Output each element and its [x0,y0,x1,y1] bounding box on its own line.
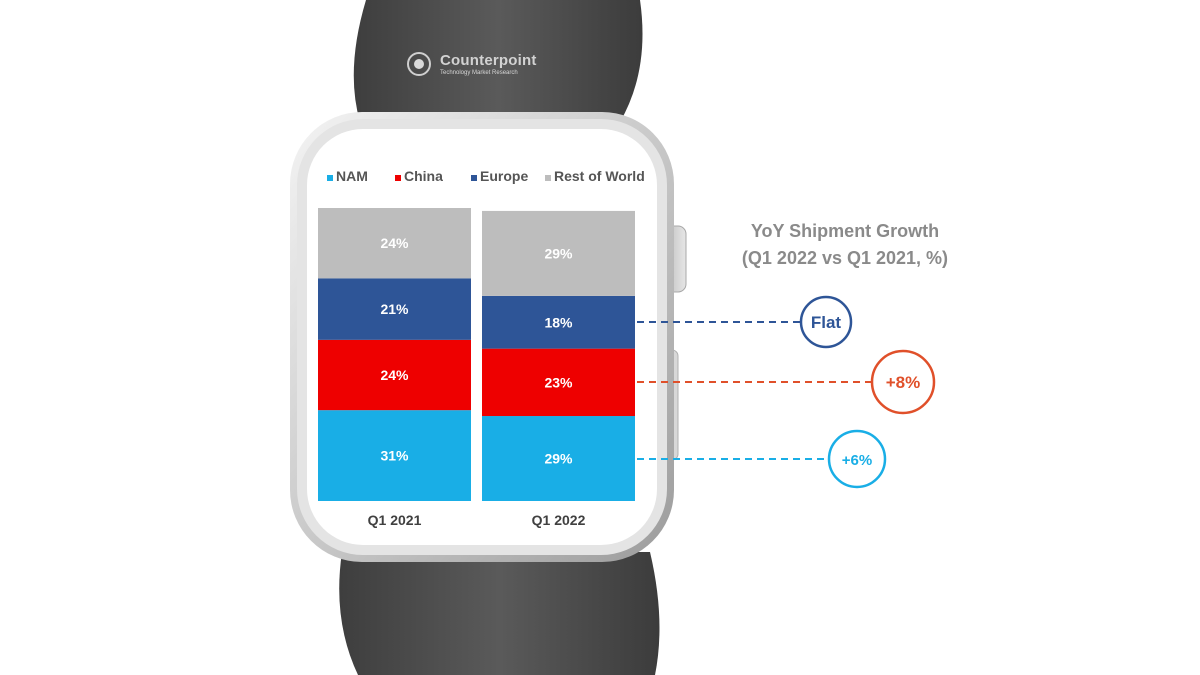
legend-label-nam: NAM [336,168,368,184]
growth-value-china: +8% [886,373,921,392]
x-tick-label-q1-2021: Q1 2021 [368,512,422,528]
growth-badge-europe [799,295,853,349]
growth-badge-china [870,349,936,415]
x-tick-label-q1-2022: Q1 2022 [532,512,586,528]
data-label-rest-of-world-q1-2022: 29% [544,245,573,261]
bar-china-q1-2022 [482,348,635,417]
watch-strap-bottom [339,552,660,675]
legend-swatch-nam [327,175,333,181]
legend-label-europe: Europe [480,168,528,184]
growth-title-line2: (Q1 2022 vs Q1 2021, %) [741,248,949,268]
bar-rest-of-world-q1-2021 [318,208,471,279]
growth-value-nam: +6% [842,452,872,469]
growth-title-line1: YoY Shipment Growth [750,221,940,241]
data-label-china-q1-2022: 23% [544,374,573,390]
data-label-nam-q1-2021: 31% [380,448,409,464]
legend-label-china: China [404,168,443,184]
data-label-europe-q1-2022: 18% [544,314,573,330]
legend-swatch-china [395,175,401,181]
legend-label-rest-of-world: Rest of World [554,168,645,184]
bar-europe-q1-2021 [318,278,471,340]
watermark-brand: Counterpoint [440,52,537,69]
growth-badge-nam [827,429,887,489]
bar-nam-q1-2022 [482,416,635,501]
watch-strap-top [353,0,643,122]
data-label-rest-of-world-q1-2021: 24% [380,235,409,251]
counterpoint-logo-icon [407,52,431,76]
legend-swatch-europe [471,175,477,181]
growth-value-europe: Flat [811,313,842,332]
chart-layer: NAM China Europe Rest of World 31% 24% 21% 24% Q… [318,168,936,528]
bar-europe-q1-2022 [482,295,635,349]
data-label-china-q1-2021: 24% [380,367,409,383]
bar-nam-q1-2021 [318,410,471,501]
data-label-nam-q1-2022: 29% [544,451,573,467]
legend-swatch-rest-of-world [545,175,551,181]
data-label-europe-q1-2021: 21% [380,301,409,317]
bar-china-q1-2021 [318,339,471,411]
watermark-tagline: Technology Market Research [440,70,518,76]
bar-rest-of-world-q1-2022 [482,210,635,296]
